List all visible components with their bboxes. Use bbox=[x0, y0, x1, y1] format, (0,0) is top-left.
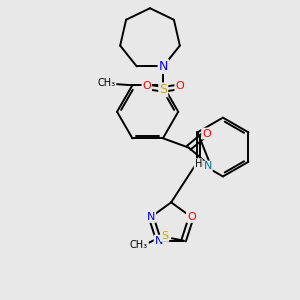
Text: N: N bbox=[203, 161, 212, 172]
Text: N: N bbox=[147, 212, 155, 222]
Text: H: H bbox=[194, 159, 202, 169]
Text: CH₃: CH₃ bbox=[98, 78, 116, 88]
Text: O: O bbox=[202, 128, 211, 139]
Text: N: N bbox=[159, 60, 168, 73]
Text: S: S bbox=[161, 231, 168, 241]
Text: S: S bbox=[159, 83, 167, 96]
Text: O: O bbox=[142, 81, 151, 92]
Text: O: O bbox=[176, 81, 184, 92]
Text: N: N bbox=[154, 236, 163, 246]
Text: CH₃: CH₃ bbox=[130, 240, 148, 250]
Text: O: O bbox=[187, 212, 196, 222]
